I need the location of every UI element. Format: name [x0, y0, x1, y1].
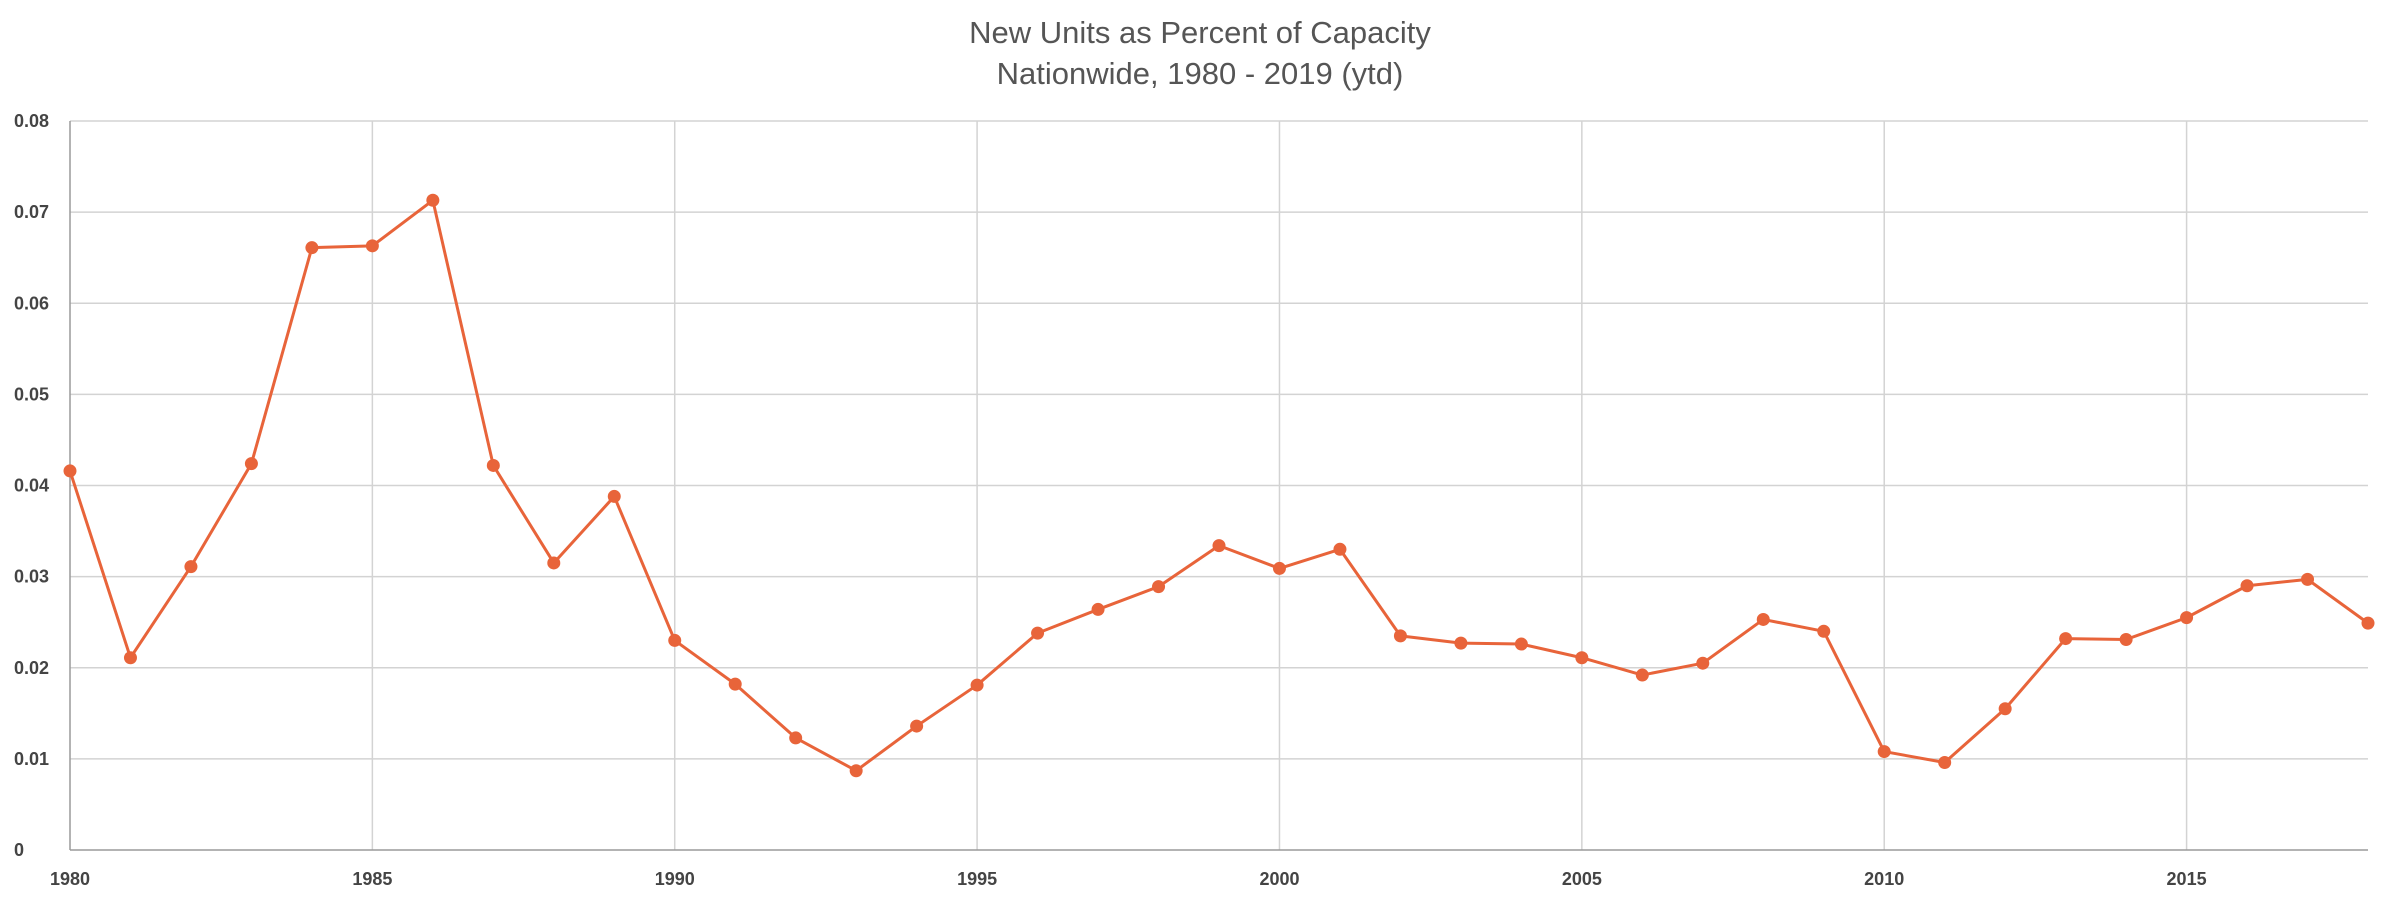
data-point[interactable]	[1393, 629, 1407, 643]
data-point[interactable]	[1454, 636, 1468, 650]
data-point[interactable]	[184, 560, 198, 574]
chart-subtitle: Nationwide, 1980 - 2019 (ytd)	[996, 56, 1404, 91]
data-point[interactable]	[1514, 637, 1528, 651]
data-point[interactable]	[849, 764, 863, 778]
data-point[interactable]	[244, 457, 258, 471]
y-tick-label: 0.05	[14, 384, 49, 404]
data-point[interactable]	[789, 731, 803, 745]
data-point[interactable]	[1938, 756, 1952, 770]
data-point[interactable]	[123, 651, 137, 665]
x-tick-label: 2000	[1259, 869, 1299, 889]
x-tick-label: 2005	[1562, 869, 1602, 889]
data-point[interactable]	[1696, 656, 1710, 670]
data-point[interactable]	[1152, 580, 1166, 594]
x-tick-label: 1980	[50, 869, 90, 889]
series-layer	[63, 193, 2375, 778]
data-point[interactable]	[728, 677, 742, 691]
x-tick-label: 2015	[2167, 869, 2207, 889]
x-tick-label: 1995	[957, 869, 997, 889]
data-point[interactable]	[1212, 539, 1226, 553]
data-point[interactable]	[365, 239, 379, 253]
data-point[interactable]	[910, 719, 924, 733]
data-point[interactable]	[1333, 542, 1347, 556]
data-point[interactable]	[607, 489, 621, 503]
y-tick-label: 0.04	[14, 476, 49, 496]
data-point[interactable]	[486, 458, 500, 472]
data-point[interactable]	[2180, 611, 2194, 625]
tick-label-layer: 0 0.01 0.02 0.03 0.04 0.05 0.06 0.07 0.08 1980 198…	[14, 111, 2207, 889]
chart-title: New Units as Percent of Capacity	[969, 15, 1431, 50]
data-point[interactable]	[2119, 633, 2133, 647]
y-tick-label: 0.08	[14, 111, 49, 131]
data-point[interactable]	[970, 678, 984, 692]
data-point[interactable]	[1756, 612, 1770, 626]
y-tick-label: 0.02	[14, 658, 49, 678]
data-point[interactable]	[1817, 624, 1831, 638]
y-tick-label: 0	[14, 840, 24, 860]
data-point[interactable]	[1091, 602, 1105, 616]
y-tick-label: 0.06	[14, 293, 49, 313]
grid-layer	[70, 120, 2368, 850]
data-point[interactable]	[1635, 668, 1649, 682]
data-point[interactable]	[2059, 632, 2073, 646]
x-tick-label: 2010	[1864, 869, 1904, 889]
data-point[interactable]	[668, 633, 682, 647]
x-tick-label: 1990	[655, 869, 695, 889]
y-tick-label: 0.01	[14, 749, 49, 769]
data-point[interactable]	[305, 241, 319, 255]
data-point[interactable]	[1272, 561, 1286, 575]
y-tick-label: 0.03	[14, 567, 49, 587]
data-point[interactable]	[2240, 579, 2254, 593]
data-point[interactable]	[1575, 651, 1589, 665]
data-point[interactable]	[1877, 745, 1891, 759]
axis-layer	[69, 121, 2368, 851]
data-point[interactable]	[1031, 626, 1045, 640]
y-tick-label: 0.07	[14, 202, 49, 222]
data-point[interactable]	[547, 556, 561, 570]
chart-title-block: New Units as Percent of Capacity Nationw…	[0, 12, 2400, 94]
data-point[interactable]	[2361, 616, 2375, 630]
data-point[interactable]	[1998, 702, 2012, 716]
data-point[interactable]	[426, 193, 440, 207]
data-point[interactable]	[63, 464, 77, 478]
data-point[interactable]	[2301, 572, 2315, 586]
x-tick-label: 1985	[352, 869, 392, 889]
